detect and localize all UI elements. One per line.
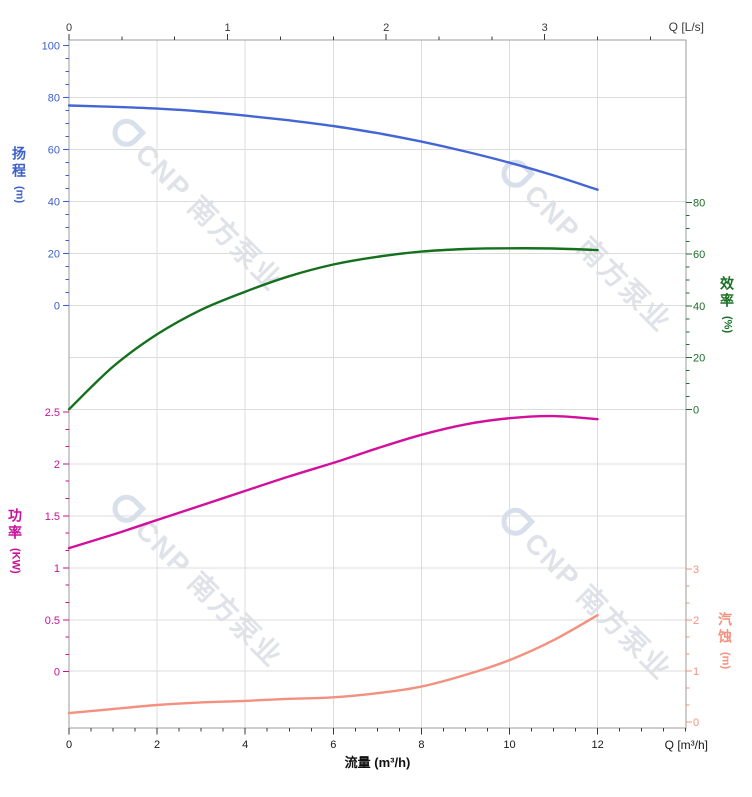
- efficiency-axis-unit: (%): [721, 316, 734, 334]
- top-axis-unit-label: Q [L/s]: [668, 20, 704, 34]
- bottom-axis-tick-labels: 0 2 4 6 8 10 12: [66, 739, 604, 751]
- top-axis-ticks: [68, 34, 651, 40]
- top-axis-tick-labels: 0 1 2 3: [66, 22, 548, 34]
- svg-text:1.5: 1.5: [45, 511, 60, 523]
- svg-text:40: 40: [48, 197, 60, 209]
- power-axis-tick-labels: 0 0.5 1 1.5 2 2.5: [45, 407, 60, 679]
- svg-text:0.5: 0.5: [45, 615, 60, 627]
- svg-text:1: 1: [693, 666, 699, 678]
- svg-text:1: 1: [225, 22, 231, 34]
- x-axis-title: 流量 (m³/h): [344, 755, 411, 770]
- svg-text:2.5: 2.5: [45, 407, 60, 419]
- plot-border: [68, 39, 687, 729]
- head-axis-name: 扬程: [11, 146, 27, 180]
- svg-text:40: 40: [693, 301, 705, 313]
- npsh-axis-tick-labels: 0 1 2 3: [693, 564, 699, 729]
- svg-text:1: 1: [54, 563, 60, 575]
- svg-text:60: 60: [693, 249, 705, 261]
- svg-text:80: 80: [48, 93, 60, 105]
- svg-text:4: 4: [242, 739, 248, 751]
- svg-text:80: 80: [693, 198, 705, 210]
- power-axis-ticks: [63, 411, 69, 673]
- svg-text:0: 0: [693, 717, 699, 729]
- svg-text:0: 0: [693, 404, 699, 416]
- power-axis-name: 功率: [7, 508, 23, 542]
- npsh-axis-ticks: [686, 568, 692, 723]
- svg-text:3: 3: [693, 564, 699, 576]
- svg-text:0: 0: [66, 739, 72, 751]
- eff-axis-tick-labels: 0 20 40 60 80: [693, 198, 705, 417]
- svg-text:60: 60: [48, 145, 60, 157]
- head-curve: [67, 104, 599, 191]
- svg-text:100: 100: [42, 41, 60, 53]
- efficiency-axis-title: 效率 (%): [719, 276, 735, 334]
- head-axis-unit: (m): [13, 186, 26, 204]
- npsh-axis-unit: (m): [719, 652, 732, 670]
- head-axis-tick-labels: 0 20 40 60 80 100: [42, 41, 60, 313]
- bottom-axis-unit-label: Q [m³/h]: [664, 738, 708, 752]
- svg-text:8: 8: [418, 739, 424, 751]
- svg-text:0: 0: [54, 301, 60, 313]
- svg-text:2: 2: [693, 615, 699, 627]
- head-axis-ticks: [63, 45, 69, 307]
- svg-text:6: 6: [330, 739, 336, 751]
- svg-text:2: 2: [154, 739, 160, 751]
- npsh-curve: [67, 614, 599, 715]
- power-axis-unit: (KW): [9, 548, 22, 574]
- svg-text:12: 12: [591, 739, 603, 751]
- svg-text:2: 2: [54, 459, 60, 471]
- eff-axis-ticks: [686, 202, 692, 410]
- svg-text:10: 10: [503, 739, 515, 751]
- npsh-axis-title: 汽蚀 (m): [717, 612, 733, 670]
- curves: [67, 104, 599, 715]
- efficiency-curve: [67, 247, 599, 411]
- svg-text:20: 20: [48, 249, 60, 261]
- gridlines: [69, 40, 686, 728]
- power-curve: [67, 414, 599, 550]
- svg-text:2: 2: [383, 22, 389, 34]
- svg-text:0: 0: [66, 22, 72, 34]
- svg-text:0: 0: [54, 667, 60, 679]
- bottom-axis-ticks: [68, 728, 687, 735]
- power-axis-title: 功率 (KW): [7, 508, 23, 574]
- svg-text:3: 3: [542, 22, 548, 34]
- head-axis-title: 扬程 (m): [11, 146, 27, 204]
- svg-text:20: 20: [693, 353, 705, 365]
- efficiency-axis-name: 效率: [719, 276, 735, 310]
- npsh-axis-name: 汽蚀: [717, 612, 733, 646]
